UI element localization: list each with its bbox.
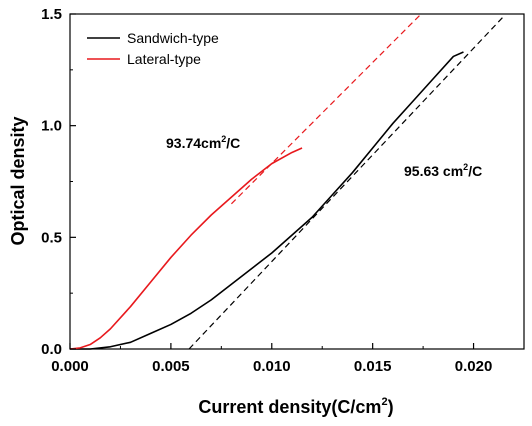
lateral-slope-tail: /C <box>226 135 240 151</box>
x-tick-label: 0.015 <box>354 358 392 375</box>
y-axis-title: Optical density <box>8 116 28 245</box>
series-layer <box>69 13 505 350</box>
series-line-0 <box>70 51 464 350</box>
x-tick-label: 0.020 <box>455 358 493 375</box>
y-tick-label: 0.0 <box>41 341 62 358</box>
y-tick-label: 1.5 <box>41 6 62 23</box>
plot-area <box>69 13 525 350</box>
lateral-slope-annotation: 93.74cm2/C <box>166 134 240 151</box>
fit-line-2 <box>188 15 505 350</box>
y-tick-label: 1.0 <box>41 118 62 135</box>
lateral-slope-sup: 2 <box>221 134 226 144</box>
x-axis-title-sup: 2 <box>381 396 387 408</box>
x-tick-label: 0.005 <box>152 358 190 375</box>
x-tick-label: 0.010 <box>253 358 291 375</box>
fit-line-3 <box>230 13 422 205</box>
x-axis-title: Current density(C/cm2) <box>198 396 393 417</box>
x-tick-label: 0.000 <box>51 358 89 375</box>
sandwich-slope-tail: /C <box>468 163 482 179</box>
x-axis-title-text: Current density(C/cm <box>198 397 381 417</box>
lateral-slope-base: 93.74cm <box>166 135 221 151</box>
legend: Sandwich-type Lateral-type <box>87 30 219 67</box>
y-tick-label: 0.5 <box>41 229 62 246</box>
legend-label-lateral: Lateral-type <box>127 51 201 67</box>
series-line-1 <box>69 147 303 350</box>
ticks-layer: 0.000 0.005 0.010 0.015 0.020 0.0 0.5 1.0 1.5 <box>41 6 525 375</box>
sandwich-slope-base: 95.63 cm <box>404 163 463 179</box>
legend-label-sandwich: Sandwich-type <box>127 30 219 46</box>
x-axis-title-close: ) <box>388 397 394 417</box>
sandwich-slope-sup: 2 <box>463 162 468 172</box>
sandwich-slope-annotation: 95.63 cm2/C <box>404 162 482 179</box>
